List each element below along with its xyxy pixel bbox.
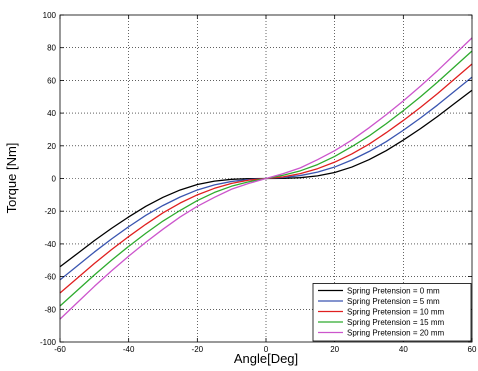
y-tick-label: 20: [47, 142, 56, 151]
y-tick-label: 40: [47, 109, 56, 118]
legend-entry-1: Spring Pretension = 5 mm: [347, 297, 440, 306]
x-tick-label: 40: [399, 345, 408, 354]
y-tick-label: 80: [47, 44, 56, 53]
y-tick-label: 100: [43, 11, 57, 20]
x-tick-label: -20: [192, 345, 204, 354]
legend-box: [312, 283, 472, 342]
y-tick-label: -60: [44, 273, 56, 282]
legend-entry-0: Spring Pretension = 0 mm: [347, 287, 440, 296]
x-tick-label: -60: [54, 345, 66, 354]
series-lines: [59, 37, 473, 320]
y-tick-label: -80: [44, 305, 56, 314]
grid-lines: [60, 15, 472, 342]
y-tick-label: -100: [40, 338, 57, 347]
x-axis-label: Angle[Deg]: [234, 351, 298, 366]
legend-entry-2: Spring Pretension = 10 mm: [347, 308, 444, 317]
series-line-4: [59, 37, 473, 320]
legend-entry-3: Spring Pretension = 15 mm: [347, 318, 444, 327]
x-tick-label: 20: [330, 345, 339, 354]
x-tick-label: 60: [468, 345, 477, 354]
x-tick-label: -40: [123, 345, 135, 354]
legend-entry-4: Spring Pretension = 20 mm: [347, 329, 444, 338]
y-tick-label: -40: [44, 240, 56, 249]
y-axis-label: Torque [Nm]: [4, 143, 19, 214]
x-tick-label: 0: [264, 345, 269, 354]
y-tick-label: 60: [47, 76, 56, 85]
y-tick-label: 0: [52, 175, 57, 184]
y-tick-label: -20: [44, 207, 56, 216]
